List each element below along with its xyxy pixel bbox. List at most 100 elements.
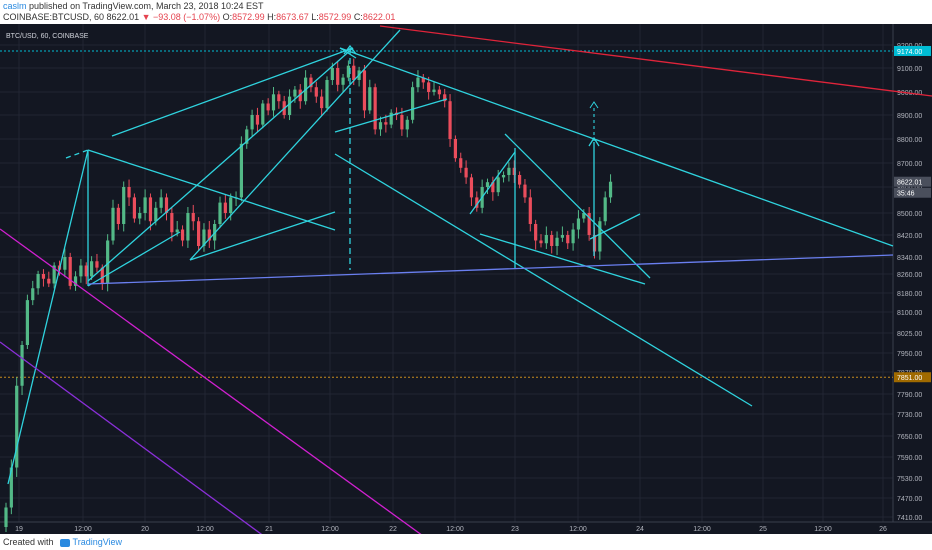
candle <box>421 74 425 89</box>
candle <box>459 152 463 173</box>
candle-body <box>576 218 581 230</box>
x-tick-label: 20 <box>141 526 149 533</box>
candle <box>170 207 174 242</box>
candle-body <box>443 94 447 102</box>
candle <box>79 258 83 283</box>
trend-line <box>189 211 336 261</box>
candle <box>31 280 35 306</box>
low-label: L: <box>311 12 319 22</box>
candle <box>127 179 131 206</box>
candle <box>106 234 110 292</box>
candle <box>416 70 420 93</box>
trend-line <box>504 133 651 279</box>
candle-body <box>501 175 506 178</box>
candle <box>389 109 393 129</box>
candle-body <box>164 197 169 213</box>
candle-body <box>47 278 51 284</box>
candle-body <box>95 261 99 268</box>
candle <box>4 502 8 532</box>
publish-header: caslm published on TradingView.com, Marc… <box>0 0 932 24</box>
open-label: O: <box>222 12 233 22</box>
candle-body <box>271 94 276 111</box>
candle <box>560 226 564 242</box>
candle-body <box>485 182 490 187</box>
candle <box>261 100 265 129</box>
candle <box>405 116 409 138</box>
candle <box>411 81 415 124</box>
candle-body <box>309 77 313 88</box>
candle <box>132 193 136 223</box>
candle-body <box>111 207 115 241</box>
candle-body <box>255 115 260 125</box>
price-tag-label: 9174.00 <box>897 49 922 56</box>
candle-body <box>534 224 538 241</box>
candle-body <box>73 276 78 286</box>
candle <box>180 225 185 247</box>
candle <box>68 252 72 290</box>
candle <box>534 219 538 250</box>
candle <box>15 377 19 477</box>
candle-body <box>550 235 554 246</box>
price-tag-bg <box>894 372 931 383</box>
candle-body <box>261 103 265 125</box>
candle <box>293 86 297 103</box>
trend-line <box>111 47 354 137</box>
trend-line <box>479 233 646 285</box>
candle <box>250 109 254 136</box>
candle-body <box>122 187 126 224</box>
candle <box>475 191 479 212</box>
trend-line <box>339 47 357 59</box>
candle-body <box>287 96 292 115</box>
x-tick-label: 24 <box>636 526 644 533</box>
candle <box>287 89 292 121</box>
close-value: 8622.01 <box>362 12 396 22</box>
candle-body <box>528 197 532 224</box>
candle-body <box>469 177 474 198</box>
x-tick-label: 23 <box>511 526 519 533</box>
grid <box>0 24 893 522</box>
candle <box>277 90 281 109</box>
candle-body <box>368 87 372 111</box>
y-tick-label: 8025.00 <box>897 331 922 338</box>
trend-line <box>87 47 354 282</box>
open-value: 8572.99 <box>232 12 265 22</box>
low-value: 8572.99 <box>318 12 352 22</box>
candle-body <box>277 94 281 102</box>
candle-body <box>175 229 179 233</box>
chart-area[interactable]: 9200.009100.009000.008900.008800.008700.… <box>0 24 932 534</box>
candle <box>566 230 570 250</box>
candle-body <box>512 167 516 175</box>
author-link[interactable]: caslm <box>3 1 27 11</box>
candle-body <box>20 345 24 386</box>
candle <box>298 84 302 109</box>
candle-body <box>320 96 324 109</box>
candle <box>239 136 243 202</box>
candle <box>373 83 377 135</box>
candle-body <box>266 103 270 111</box>
y-tick-label: 8420.00 <box>897 233 922 240</box>
candle <box>63 248 67 278</box>
candle-body <box>127 187 131 198</box>
candle <box>501 171 506 183</box>
candle-body <box>293 89 297 97</box>
arrow-up-icon <box>343 44 357 55</box>
price-chart[interactable]: 9200.009100.009000.008900.008800.008700.… <box>0 24 932 534</box>
candle-body <box>496 177 500 193</box>
y-tick-label: 8180.00 <box>897 291 922 298</box>
quote-line: COINBASE:BTCUSD, 60 8622.01 ▼ −93.08 (−1… <box>3 12 395 22</box>
tradingview-link[interactable]: TradingView <box>72 537 123 547</box>
candle-body <box>170 213 174 233</box>
candle <box>598 217 602 260</box>
candle <box>218 196 222 229</box>
y-tick-label: 7950.00 <box>897 351 922 358</box>
candle-body <box>159 197 163 208</box>
candle-body <box>523 184 527 198</box>
created-label: Created with <box>3 537 54 547</box>
candle <box>464 160 468 184</box>
candle-body <box>448 101 452 139</box>
candle-body <box>330 68 334 80</box>
candle-body <box>421 77 425 83</box>
x-tick-label: 12:00 <box>446 526 464 533</box>
candle <box>266 98 270 116</box>
candle <box>309 74 313 93</box>
